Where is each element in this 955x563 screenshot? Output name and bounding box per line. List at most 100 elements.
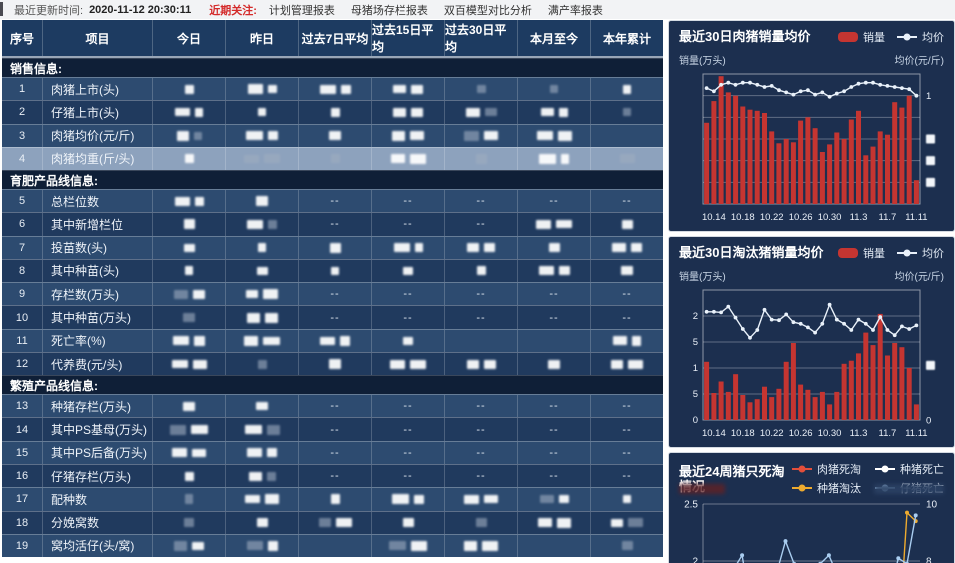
data-cell (152, 236, 225, 259)
table-row[interactable]: 2 仔猪上市(头) (2, 100, 663, 124)
table-row[interactable]: 16 仔猪存栏(万头) -- -- -- -- -- (2, 463, 663, 488)
chart-legend: 销量 均价 (838, 245, 944, 261)
data-cell (225, 78, 298, 101)
data-cell (152, 147, 225, 171)
row-label: 其中新增栏位 (42, 213, 152, 236)
legend-item-销量[interactable]: 销量 (838, 245, 885, 261)
legend-item-肉猪死淘[interactable]: 肉猪死淘 (792, 461, 861, 477)
chart-panel-mortality: 最近24周猪只死淘情况 肉猪死淘种猪死亡种猪淘汰仔猪死亡 2.510281.56 (668, 452, 955, 563)
data-cell (298, 147, 371, 171)
row-number: 16 (15, 470, 29, 483)
data-cell: -- (371, 464, 444, 488)
axis-labels: 销量(万头) 均价(元/斤) (679, 52, 944, 67)
row-number: 10 (15, 311, 29, 324)
data-cell (517, 259, 590, 283)
legend-item-均价[interactable]: 均价 (897, 29, 944, 45)
table-row[interactable]: 5 总栏位数 -- -- -- -- -- (2, 189, 663, 213)
row-label: 种猪存栏(万头) (42, 395, 152, 418)
table-row[interactable]: 4 肉猪均重(斤/头) (2, 146, 663, 171)
table-row[interactable]: 10 其中种苗(万头) -- -- -- -- -- (2, 305, 663, 329)
row-label: 总栏位数 (42, 190, 152, 213)
topbar-link[interactable]: 满产率报表 (547, 4, 603, 17)
table-row[interactable]: 18 分娩窝数 (2, 510, 663, 534)
y-right-label-redacted (874, 484, 944, 494)
legend-label: 肉猪死淘 (817, 464, 861, 476)
svg-text:11.3: 11.3 (850, 212, 868, 223)
chart-legend: 销量 均价 (838, 29, 944, 45)
pig-sales-chart: 10.14 10.18 10.22 10.26 10.30 11.3 11.7 11.11 1 (702, 73, 935, 223)
svg-text:10.30: 10.30 (818, 428, 842, 439)
table-row[interactable]: 7 投苗数(头) (2, 235, 663, 259)
data-cell (517, 488, 590, 511)
data-cell: -- (444, 190, 517, 213)
data-cell: -- (371, 418, 444, 441)
svg-text:11.11: 11.11 (905, 428, 927, 439)
table-row[interactable]: 6 其中新增栏位 -- -- -- (2, 212, 663, 236)
data-cell (444, 259, 517, 283)
table-row[interactable]: 3 肉猪均价(元/斤) (2, 123, 663, 147)
section-row: 销售信息: (2, 58, 663, 77)
legend-label: 均价 (922, 32, 944, 44)
topbar-link[interactable]: 母猪场存栏报表 (350, 4, 428, 17)
topbar-link[interactable]: 计划管理报表 (268, 4, 335, 17)
data-cell: -- (590, 306, 663, 329)
data-cell (152, 190, 225, 213)
legend-item-种猪死亡[interactable]: 种猪死亡 (875, 461, 944, 477)
data-cell (371, 329, 444, 352)
row-number: 1 (18, 83, 26, 96)
data-cell (298, 101, 371, 124)
legend-item-销量[interactable]: 销量 (838, 29, 885, 45)
svg-text:1: 1 (693, 363, 698, 374)
data-cell (371, 124, 444, 147)
topbar: 最近更新时间: 2020-11-12 20:30:11 近期关注: 计划管理报表… (0, 0, 955, 19)
section-row: 育肥产品线信息: (2, 170, 663, 190)
data-cell (517, 101, 590, 124)
row-label: 其中PS后备(万头) (42, 441, 152, 464)
data-cell (371, 534, 444, 558)
table-row[interactable]: 14 其中PS基母(万头) -- -- -- -- -- (2, 417, 663, 441)
data-cell (152, 259, 225, 283)
data-cell (517, 236, 590, 259)
table-row[interactable]: 11 死亡率(%) (2, 328, 663, 352)
data-cell: -- (590, 190, 663, 213)
table-row[interactable]: 1 肉猪上市(头) (2, 77, 663, 101)
table-row[interactable]: 15 其中PS后备(万头) -- -- -- -- -- (2, 440, 663, 464)
table-row[interactable]: 19 窝均活仔(头/窝) (2, 533, 663, 558)
table-row[interactable]: 17 配种数 (2, 487, 663, 511)
data-cell: -- (298, 441, 371, 464)
column-header: 本年累计 (590, 20, 663, 56)
data-cell: -- (590, 283, 663, 306)
svg-text:8: 8 (926, 557, 932, 563)
row-label: 代养费(元/头) (42, 352, 152, 376)
data-cell (152, 78, 225, 101)
data-cell: -- (444, 283, 517, 306)
table-row[interactable]: 13 种猪存栏(万头) -- -- -- -- -- (2, 394, 663, 418)
data-cell: -- (517, 283, 590, 306)
legend-item-种猪淘汰[interactable]: 种猪淘汰 (792, 480, 861, 496)
table-row[interactable]: 8 其中种苗(头) (2, 258, 663, 283)
svg-text:10.22: 10.22 (760, 212, 784, 223)
column-header: 过去30日平均 (444, 20, 517, 56)
data-cell (517, 124, 590, 147)
row-label: 仔猪上市(头) (42, 101, 152, 124)
legend-label: 均价 (922, 248, 944, 260)
data-cell (298, 124, 371, 147)
svg-text:11.7: 11.7 (879, 428, 897, 439)
svg-text:10.18: 10.18 (731, 212, 755, 223)
data-cell (371, 488, 444, 511)
legend-item-均价[interactable]: 均价 (897, 245, 944, 261)
dashboard: 序号 项目 今日 昨日 过去7日平均 过去15日平均 过去30日平均 本月至今 本年累计 销售信… (0, 19, 955, 563)
data-cell (371, 511, 444, 534)
svg-text:10.14: 10.14 (702, 428, 726, 439)
table-row[interactable]: 9 存栏数(万头) -- -- -- -- -- (2, 282, 663, 306)
topbar-link[interactable]: 双百模型对比分析 (443, 4, 532, 17)
data-cell (590, 352, 663, 376)
table-row[interactable]: 12 代养费(元/头) (2, 351, 663, 376)
row-number: 12 (15, 358, 29, 371)
chart-title: 最近30日淘汰猪销量均价 (679, 245, 824, 260)
data-cell (371, 78, 444, 101)
svg-text:5: 5 (693, 389, 698, 400)
charts-column: 最近30日肉猪销量均价 销量 均价 销量(万头) 均价(元/斤) 10.14 10.… (668, 20, 955, 563)
data-cell (590, 236, 663, 259)
row-number: 13 (15, 400, 29, 413)
